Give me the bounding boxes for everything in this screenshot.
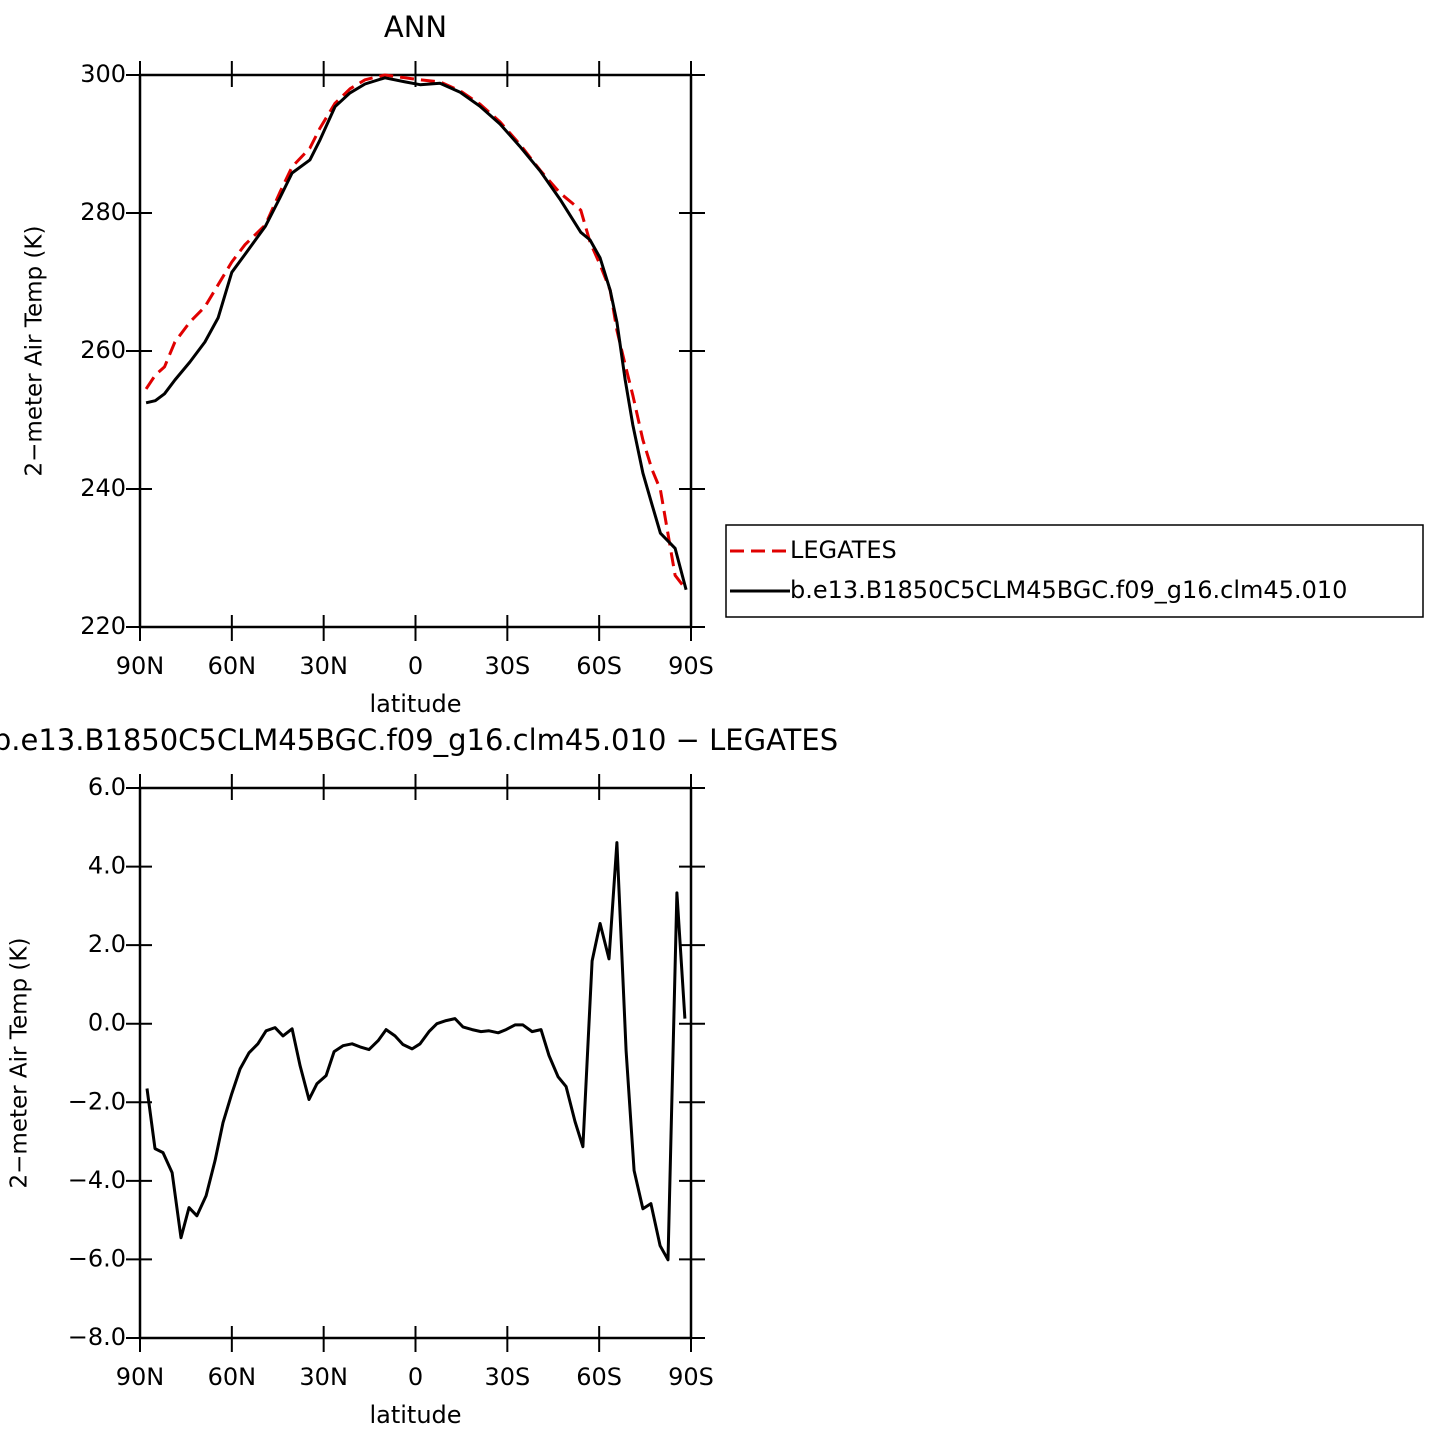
x-axis-label: latitude (369, 1401, 461, 1429)
legend-label: b.e13.B1850C5CLM45BGC.f09_g16.clm45.010 (790, 576, 1347, 604)
data-line (144, 73, 688, 591)
y-tick-label: 2.0 (88, 930, 126, 958)
y-tick-label: −6.0 (68, 1244, 126, 1272)
x-tick-label: 90S (668, 652, 714, 680)
chart-title: b.e13.B1850C5CLM45BGC.f09_g16.clm45.010 … (0, 723, 838, 757)
x-tick-label: 60S (576, 1363, 622, 1391)
y-tick-label: 4.0 (88, 852, 126, 880)
y-tick-label: 240 (80, 474, 126, 502)
y-tick-label: −2.0 (68, 1087, 126, 1115)
y-tick-label: 300 (80, 60, 126, 88)
y-tick-label: −8.0 (68, 1323, 126, 1351)
x-tick-label: 30N (299, 1363, 348, 1391)
chart-title: ANN (384, 10, 447, 44)
x-tick-label: 0 (408, 652, 423, 680)
y-axis-label: 2−meter Air Temp (K) (22, 226, 48, 477)
x-tick-label: 60N (208, 652, 257, 680)
x-tick-label: 90N (116, 652, 165, 680)
y-tick-label: 0.0 (88, 1009, 126, 1037)
data-line (145, 76, 688, 591)
y-axis-label: 2−meter Air Temp (K) (7, 938, 33, 1189)
x-tick-label: 30S (484, 1363, 530, 1391)
plot-frame (138, 786, 693, 1340)
x-tick-label: 60N (208, 1363, 257, 1391)
y-tick-label: −4.0 (68, 1166, 126, 1194)
legend-box (725, 524, 1424, 618)
y-tick-label: 6.0 (88, 773, 126, 801)
x-tick-label: 60S (576, 652, 622, 680)
data-line (145, 841, 687, 1262)
y-tick-label: 260 (80, 336, 126, 364)
x-tick-label: 90N (116, 1363, 165, 1391)
x-axis-label: latitude (369, 690, 461, 718)
x-tick-label: 30N (299, 652, 348, 680)
x-tick-label: 30S (484, 652, 530, 680)
x-tick-label: 0 (408, 1363, 423, 1391)
y-tick-label: 220 (80, 612, 126, 640)
x-tick-label: 90S (668, 1363, 714, 1391)
legend-label: LEGATES (790, 536, 897, 564)
plot-frame (138, 73, 693, 629)
y-tick-label: 280 (80, 198, 126, 226)
